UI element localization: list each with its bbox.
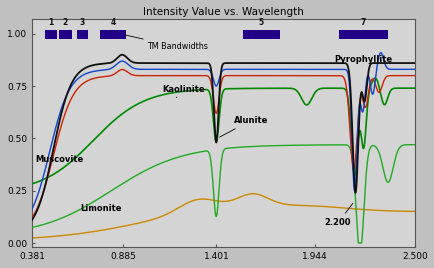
Text: 7: 7 xyxy=(360,18,365,27)
Text: 1: 1 xyxy=(48,18,53,27)
Bar xyxy=(77,29,88,39)
Title: Intensity Value vs. Wavelength: Intensity Value vs. Wavelength xyxy=(143,7,303,17)
Text: Muscovite: Muscovite xyxy=(35,155,83,165)
Text: 3: 3 xyxy=(79,18,85,27)
Bar xyxy=(100,29,125,39)
Bar xyxy=(59,29,71,39)
Text: 5: 5 xyxy=(258,18,263,27)
Bar xyxy=(339,29,387,39)
Text: Alunite: Alunite xyxy=(219,116,268,137)
Bar xyxy=(243,29,279,39)
Text: Kaolinite: Kaolinite xyxy=(161,85,204,98)
Text: Limonite: Limonite xyxy=(80,204,122,213)
Text: 2.200: 2.200 xyxy=(324,203,352,227)
Text: 4: 4 xyxy=(110,18,115,27)
Text: TM Bandwidths: TM Bandwidths xyxy=(125,35,208,51)
Text: 2: 2 xyxy=(62,18,68,27)
Text: Pyrophyllite: Pyrophyllite xyxy=(333,55,391,64)
Bar xyxy=(45,29,57,39)
